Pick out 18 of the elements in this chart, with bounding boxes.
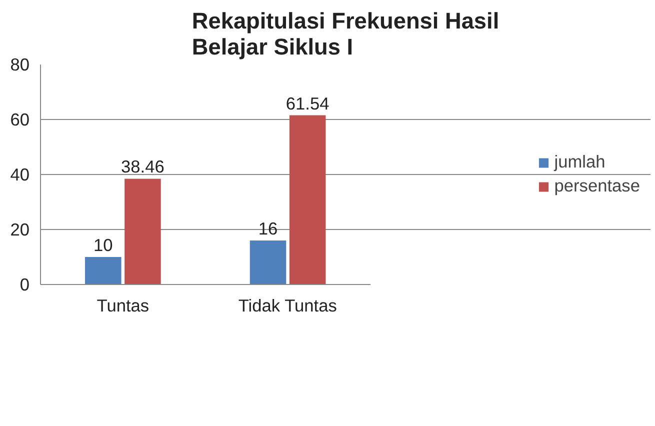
y-tick-label: 0 bbox=[20, 274, 30, 294]
data-label: 61.54 bbox=[286, 93, 330, 114]
bar bbox=[250, 240, 286, 284]
x-tick-label: Tidak Tuntas bbox=[238, 296, 338, 316]
data-label: 16 bbox=[258, 218, 278, 238]
y-tick-label: 80 bbox=[10, 54, 30, 74]
chart-title: Rekapitulasi Frekuensi Hasil Belajar Siklus I bbox=[192, 8, 500, 60]
y-tick-label: 60 bbox=[10, 110, 30, 130]
data-label: 10 bbox=[94, 235, 113, 255]
data-label: 38.46 bbox=[121, 156, 164, 177]
legend-label: jumlah bbox=[554, 152, 606, 172]
y-tick-label: 40 bbox=[10, 164, 30, 184]
bar bbox=[124, 178, 161, 284]
x-tick-label: Tuntas bbox=[96, 296, 150, 316]
y-tick-label: 20 bbox=[10, 220, 30, 240]
bar bbox=[85, 257, 122, 284]
bar bbox=[289, 115, 326, 284]
legend-label: persentase bbox=[554, 176, 640, 196]
